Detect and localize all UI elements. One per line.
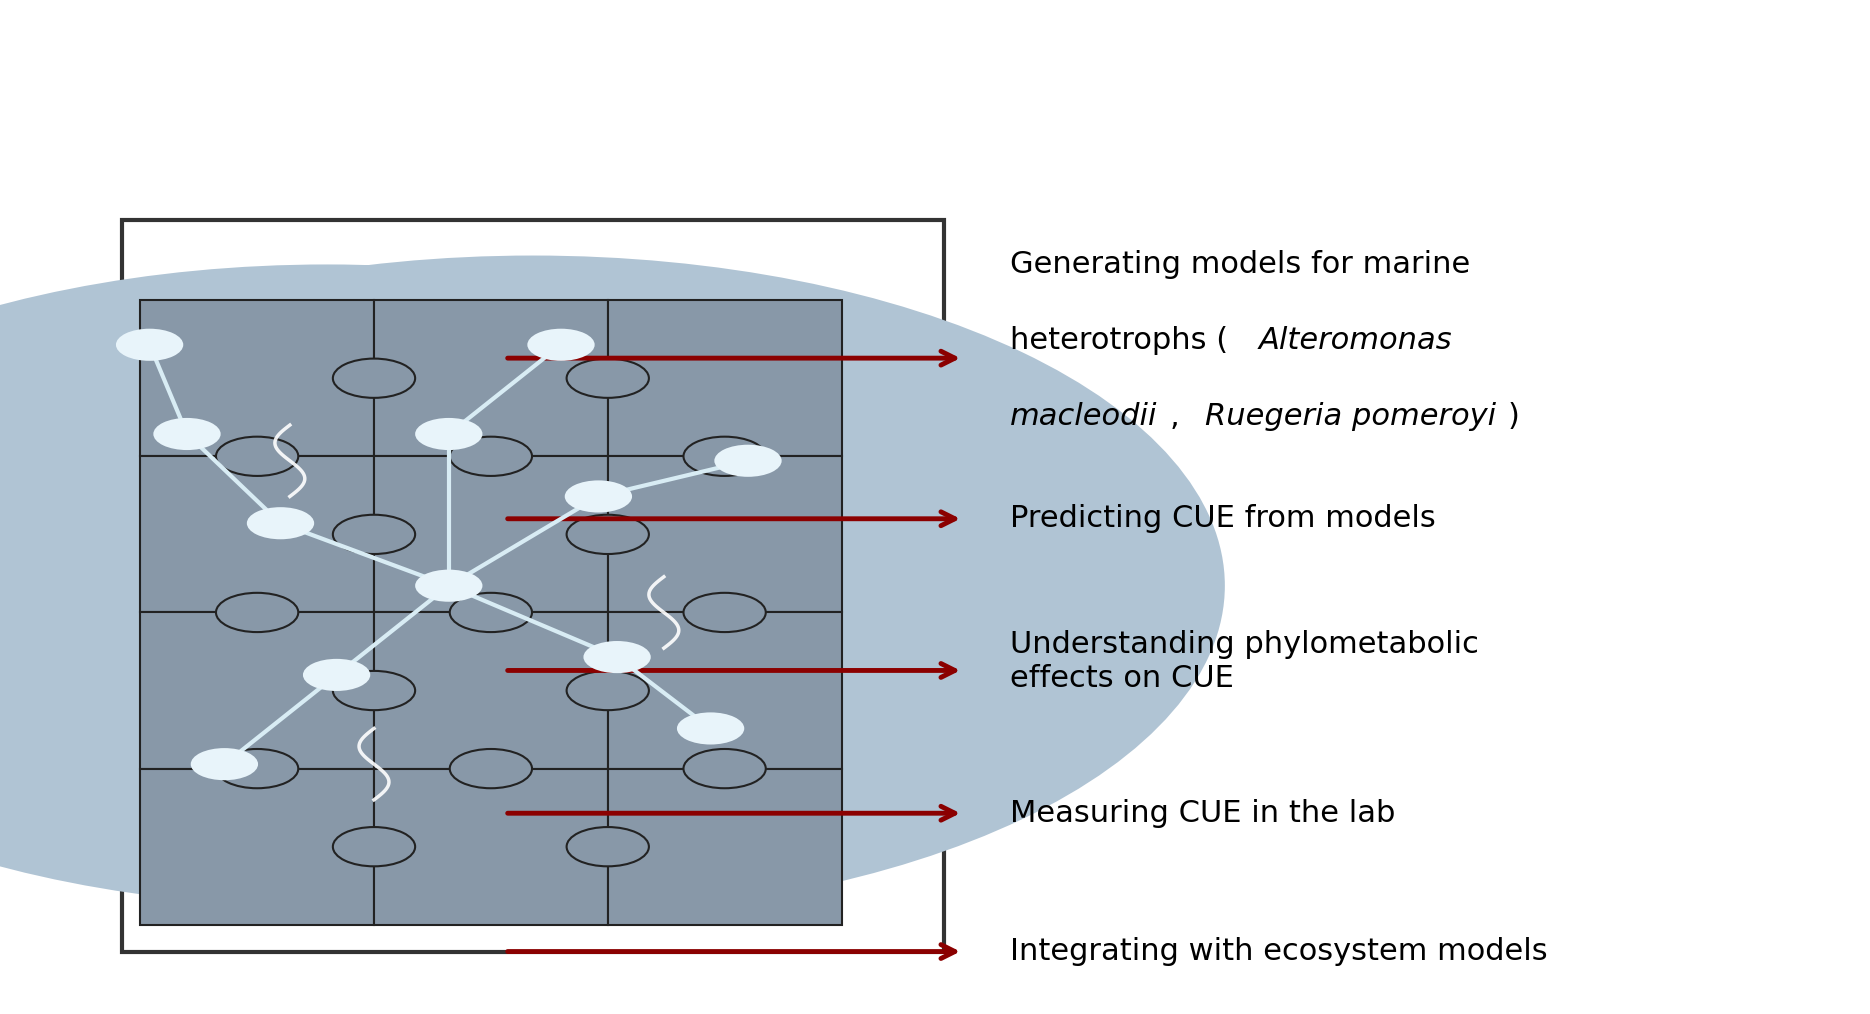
Circle shape — [527, 329, 595, 361]
Circle shape — [217, 593, 299, 632]
Circle shape — [451, 749, 531, 788]
Text: Predicting CUE from models: Predicting CUE from models — [1010, 504, 1436, 533]
Circle shape — [567, 671, 649, 710]
Text: Measuring CUE in the lab: Measuring CUE in the lab — [1010, 799, 1395, 827]
Circle shape — [0, 256, 1225, 916]
Bar — [608, 612, 842, 769]
Circle shape — [567, 359, 649, 397]
Bar — [374, 456, 608, 612]
Circle shape — [451, 593, 531, 632]
Circle shape — [714, 445, 782, 477]
Bar — [374, 769, 608, 925]
Circle shape — [333, 671, 415, 710]
Circle shape — [684, 437, 767, 476]
Circle shape — [191, 748, 258, 780]
Circle shape — [415, 418, 482, 450]
Circle shape — [217, 749, 299, 788]
Text: Multiple Pieces of the CUE Puzzle: Multiple Pieces of the CUE Puzzle — [361, 31, 1509, 90]
Circle shape — [565, 481, 632, 512]
Circle shape — [567, 827, 649, 866]
Circle shape — [247, 507, 314, 539]
Bar — [140, 612, 374, 769]
Bar — [140, 300, 374, 456]
Text: Alteromonas: Alteromonas — [1259, 325, 1453, 355]
Bar — [140, 769, 374, 925]
Circle shape — [567, 515, 649, 554]
Text: heterotrophs (: heterotrophs ( — [1010, 325, 1229, 355]
Circle shape — [116, 329, 183, 361]
Text: ): ) — [1507, 402, 1518, 431]
Bar — [122, 220, 944, 951]
Bar — [374, 612, 608, 769]
Circle shape — [153, 418, 221, 450]
Text: Integrating with ecosystem models: Integrating with ecosystem models — [1010, 937, 1548, 966]
Text: Generating models for marine: Generating models for marine — [1010, 250, 1470, 279]
Circle shape — [677, 713, 744, 744]
Text: Ruegeria pomeroyi: Ruegeria pomeroyi — [1206, 402, 1496, 431]
Circle shape — [583, 641, 651, 673]
Bar — [608, 456, 842, 612]
Circle shape — [333, 827, 415, 866]
Circle shape — [684, 593, 767, 632]
Circle shape — [333, 359, 415, 397]
Circle shape — [303, 659, 370, 691]
Bar — [608, 300, 842, 456]
Bar — [608, 769, 842, 925]
Circle shape — [451, 437, 531, 476]
Text: Understanding phylometabolic
effects on CUE: Understanding phylometabolic effects on … — [1010, 631, 1479, 693]
Circle shape — [217, 437, 299, 476]
Circle shape — [333, 515, 415, 554]
Bar — [140, 456, 374, 612]
Circle shape — [0, 265, 1000, 907]
Text: ,: , — [1171, 402, 1189, 431]
Text: macleodii: macleodii — [1010, 402, 1158, 431]
Circle shape — [684, 749, 767, 788]
Circle shape — [415, 570, 482, 601]
Bar — [374, 300, 608, 456]
